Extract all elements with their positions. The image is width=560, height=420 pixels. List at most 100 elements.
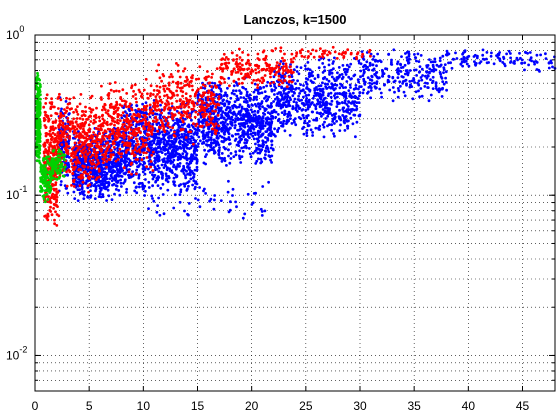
scatter-point — [189, 94, 192, 98]
scatter-point — [403, 63, 407, 67]
scatter-point — [308, 68, 312, 72]
scatter-point — [346, 68, 350, 71]
scatter-point — [352, 100, 356, 104]
scatter-point — [226, 123, 230, 126]
scatter-point — [197, 129, 201, 132]
scatter-point — [178, 118, 181, 122]
scatter-point — [49, 205, 52, 209]
scatter-point — [226, 148, 230, 152]
scatter-point — [197, 142, 200, 146]
scatter-point — [46, 212, 50, 216]
scatter-point — [151, 177, 155, 181]
scatter-point — [113, 120, 117, 124]
scatter-point — [184, 103, 188, 107]
scatter-point — [369, 52, 373, 56]
scatter-point — [509, 56, 512, 60]
scatter-point — [106, 188, 110, 192]
scatter-point — [365, 60, 369, 64]
scatter-point — [248, 136, 251, 140]
scatter-point — [286, 114, 290, 118]
scatter-point — [140, 181, 144, 185]
scatter-point — [69, 159, 73, 163]
scatter-point — [78, 156, 81, 160]
scatter-point — [127, 157, 130, 161]
scatter-point — [367, 86, 371, 89]
scatter-point — [53, 218, 56, 222]
scatter-point — [70, 184, 73, 187]
scatter-point — [293, 117, 297, 120]
scatter-point — [49, 126, 53, 130]
scatter-point — [136, 140, 139, 143]
scatter-point — [342, 119, 346, 123]
scatter-point — [170, 136, 173, 140]
scatter-point — [297, 72, 301, 76]
scatter-point — [489, 54, 493, 58]
scatter-point — [87, 147, 91, 151]
scatter-point — [148, 171, 152, 174]
scatter-point — [316, 73, 320, 77]
scatter-point — [234, 153, 238, 157]
scatter-point — [329, 91, 333, 95]
scatter-point — [188, 80, 192, 84]
scatter-point — [356, 96, 359, 100]
scatter-point — [103, 108, 107, 111]
scatter-point — [387, 52, 391, 56]
scatter-point — [259, 207, 263, 211]
scatter-point — [311, 110, 314, 114]
scatter-point — [90, 166, 94, 170]
scatter-point — [153, 173, 157, 177]
scatter-point — [279, 104, 283, 108]
scatter-point — [140, 137, 144, 141]
scatter-point — [193, 168, 197, 172]
scatter-point — [54, 210, 57, 214]
scatter-point — [144, 151, 148, 155]
scatter-point — [88, 127, 92, 131]
scatter-point — [74, 108, 78, 111]
scatter-point — [63, 108, 66, 111]
scatter-point — [85, 118, 88, 121]
scatter-point — [148, 124, 152, 128]
scatter-point — [125, 187, 129, 191]
scatter-point — [246, 129, 250, 132]
scatter-point — [115, 180, 118, 184]
scatter-point — [203, 187, 206, 191]
scatter-point — [326, 82, 330, 86]
scatter-point — [317, 84, 321, 88]
scatter-point — [428, 58, 431, 61]
scatter-point — [151, 197, 154, 200]
scatter-point — [233, 92, 236, 96]
scatter-point — [292, 68, 296, 71]
scatter-point — [105, 171, 109, 175]
scatter-point — [195, 182, 199, 186]
scatter-point — [383, 83, 386, 87]
scatter-point — [99, 144, 103, 148]
scatter-point — [202, 161, 206, 165]
scatter-point — [125, 168, 129, 172]
scatter-point — [465, 62, 469, 66]
scatter-point — [220, 140, 224, 143]
scatter-point — [77, 160, 81, 164]
scatter-point — [127, 122, 131, 125]
scatter-point — [82, 124, 86, 128]
scatter-point — [461, 64, 464, 68]
scatter-point — [169, 96, 173, 100]
scatter-point — [75, 174, 79, 177]
scatter-point — [311, 74, 315, 78]
scatter-point — [207, 104, 210, 108]
scatter-point — [59, 115, 63, 119]
scatter-point — [535, 61, 539, 64]
scatter-point — [199, 139, 202, 143]
scatter-point — [53, 140, 56, 144]
scatter-point — [336, 71, 339, 75]
scatter-point — [100, 114, 104, 118]
scatter-point — [445, 88, 448, 92]
scatter-point — [198, 186, 202, 189]
scatter-point — [187, 123, 191, 127]
scatter-point — [134, 108, 137, 112]
scatter-point — [213, 124, 216, 128]
scatter-point — [106, 148, 109, 151]
scatter-point — [105, 165, 108, 169]
scatter-point — [227, 127, 231, 131]
scatter-point — [107, 158, 111, 161]
scatter-point — [416, 52, 420, 56]
